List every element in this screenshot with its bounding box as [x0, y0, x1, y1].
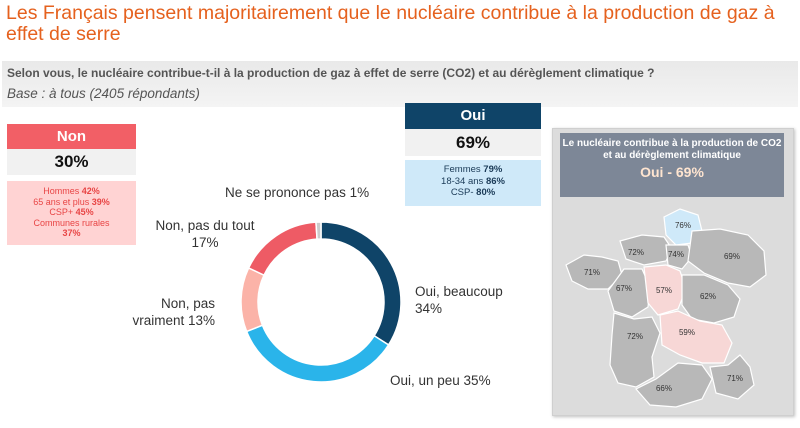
donut-slice	[247, 221, 318, 277]
non-detail-line: Hommes 42%	[43, 186, 100, 196]
map-region	[665, 244, 693, 270]
base-text: Base : à tous (2405 répondants)	[7, 86, 200, 101]
slice-label: Oui, un peu 35%	[390, 373, 491, 388]
slice-label: 17%	[191, 235, 218, 250]
question-bar	[2, 61, 798, 107]
non-detail-line: Communes rurales 37%	[33, 217, 110, 239]
map-region-label: 69%	[724, 252, 740, 261]
map-region-label: 72%	[627, 332, 643, 341]
page-title: Les Français pensent majoritairement que…	[6, 2, 775, 45]
oui-details: Femmes 79% 18-34 ans 86% CSP- 80%	[405, 160, 541, 206]
slice-label: Oui, beaucoup	[415, 284, 503, 299]
oui-percent: 69%	[405, 129, 541, 156]
non-detail-line: 65 ans et plus 39%	[33, 196, 110, 207]
map-region-label: 71%	[727, 374, 743, 383]
map-region	[681, 274, 741, 324]
map-region-label: 76%	[675, 221, 691, 230]
slice-label: Non, pas du tout	[155, 218, 254, 233]
map-region-label: 74%	[668, 250, 684, 259]
slice-label: Ne se prononce pas 1%	[225, 185, 369, 200]
donut-slice	[315, 221, 322, 240]
map-region	[687, 228, 767, 288]
donut-chart: Oui, beaucoup 34% Oui, un peu 35% Non, pas v…	[132, 185, 503, 388]
map-title: Le nucléaire contribue à la production d…	[562, 138, 782, 161]
map-region-label: 71%	[584, 268, 600, 277]
map-region-label: 62%	[700, 292, 716, 301]
non-percent: 30%	[7, 149, 136, 175]
map-subtitle: Oui - 69%	[640, 164, 704, 180]
map-region	[709, 354, 755, 400]
map-region	[659, 310, 733, 364]
donut-slice	[240, 266, 265, 333]
map-region-label: 59%	[679, 328, 695, 337]
map-region	[635, 362, 713, 408]
oui-detail-line: CSP- 80%	[450, 187, 496, 198]
non-label: Non	[7, 124, 136, 149]
question-text: Selon vous, le nucléaire contribue-t-il …	[7, 66, 655, 80]
oui-detail-line: 18-34 ans 86%	[441, 175, 505, 187]
map-region-label: 66%	[656, 384, 672, 393]
slice-label: vraiment 13%	[132, 313, 215, 328]
map-region-label: 57%	[656, 286, 672, 295]
slice-label: 34%	[415, 301, 442, 316]
france-map: 76% 72% 71% 74% 69% 67% 57% 62% 72% 59% 66% 71%	[565, 208, 767, 408]
donut-slice	[245, 324, 390, 383]
slice-label: Non, pas	[161, 296, 215, 311]
map-region-label: 67%	[616, 284, 632, 293]
non-details: Hommes 42% 65 ans et plus 39% CSP+ 45% C…	[7, 181, 136, 245]
oui-detail-line: Femmes 79%	[443, 164, 503, 175]
map-region	[609, 312, 661, 388]
non-detail-line: CSP+ 45%	[49, 207, 94, 217]
donut-slice	[320, 221, 402, 346]
map-region-label: 72%	[628, 248, 644, 257]
map-header: Le nucléaire contribue à la production d…	[560, 133, 784, 197]
oui-label: Oui	[405, 103, 541, 129]
